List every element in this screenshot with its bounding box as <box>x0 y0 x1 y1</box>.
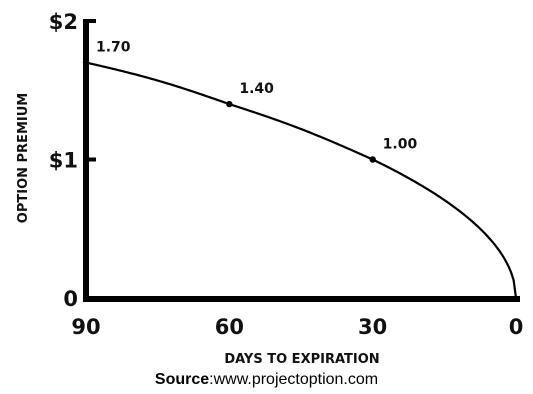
tick-labels: 90 60 30 0 0 $1 $2 <box>49 10 524 339</box>
data-point <box>226 100 233 108</box>
y-tick-label: 0 <box>63 287 78 311</box>
premium-curve <box>85 61 518 299</box>
data-label: 1.40 <box>239 81 274 97</box>
data-marks: 1.70 1.40 1.00 <box>82 40 418 163</box>
data-point <box>369 156 376 163</box>
data-point <box>82 59 90 66</box>
x-axis-title: DAYS TO EXPIRATION <box>224 352 379 367</box>
source-url: :www.projectoption.com <box>209 371 379 388</box>
y-tick-label: $1 <box>49 149 78 173</box>
x-tick-label: 60 <box>215 315 244 339</box>
data-label: 1.00 <box>383 137 418 153</box>
axes <box>83 19 520 302</box>
data-label: 1.70 <box>96 40 131 56</box>
x-tick-label: 0 <box>509 315 524 339</box>
source-prefix: Source <box>154 371 210 388</box>
x-tick-label: 90 <box>71 315 100 339</box>
x-tick-label: 30 <box>358 315 387 339</box>
premium-curve-group <box>85 61 518 299</box>
source-caption: Source:www.projectoption.com <box>0 371 533 389</box>
y-tick-label: $2 <box>49 10 78 34</box>
y-axis-title: OPTION PREMIUM <box>16 93 31 223</box>
